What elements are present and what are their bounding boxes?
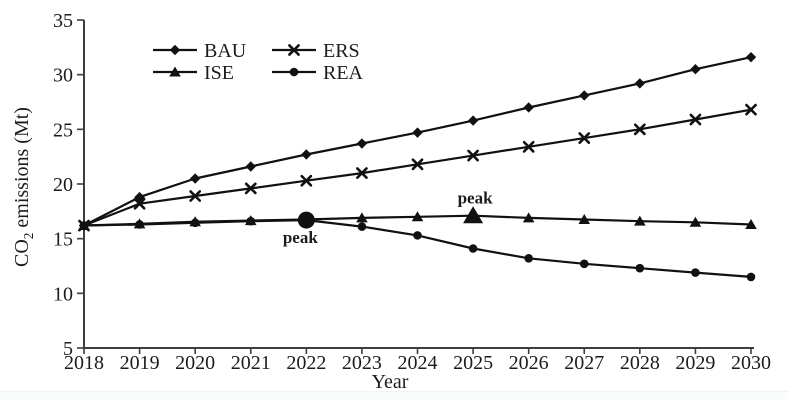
page-bottom-strip (0, 391, 788, 400)
legend-label-ISE: ISE (204, 62, 234, 84)
legend-label-ERS: ERS (323, 40, 360, 62)
annotation-peak-label: peak (458, 189, 494, 208)
y-axis-title-subscript: 2 (21, 232, 36, 240)
y-tick-label: 5 (63, 338, 73, 360)
series-line-REA (83, 219, 752, 278)
legend-item-ISE: ISE (153, 62, 234, 84)
axes (83, 20, 754, 349)
y-tick-label: 35 (53, 10, 73, 32)
y-tick-label: 20 (53, 174, 73, 196)
annotation-peak-REA: peak (283, 211, 319, 247)
x-tick-label: 2019 (120, 352, 160, 374)
x-tick-label: 2021 (231, 352, 271, 374)
x-tick-label: 2028 (620, 352, 660, 374)
y-tick-label: 25 (53, 119, 73, 141)
x-tick-label: 2025 (453, 352, 493, 374)
y-tick-label: 10 (53, 283, 73, 305)
legend-item-BAU: BAU (153, 40, 247, 62)
legend: BAU ERS ISE REA (153, 40, 364, 84)
y-tick-label: 30 (53, 65, 73, 87)
x-tick-label: 2018 (64, 352, 104, 374)
x-tick-label: 2024 (398, 352, 438, 374)
x-tick-label: 2030 (731, 352, 771, 374)
x-tick-label: 2020 (175, 352, 215, 374)
x-axis-ticks: 2018 2019 2020 2021 2022 2023 2024 2025 2026 2027… (64, 348, 771, 374)
series-markers-ISE (78, 210, 757, 231)
x-tick-label: 2026 (509, 352, 549, 374)
series-markers-REA (79, 215, 756, 282)
y-axis-title-suffix: emissions (Mt) (11, 107, 33, 233)
annotation-peak-label: peak (283, 228, 319, 247)
y-axis-ticks: 5 10 15 20 25 30 35 (53, 10, 84, 360)
annotation-peak-ISE: peak (458, 189, 494, 224)
legend-label-BAU: BAU (204, 40, 247, 62)
x-tick-label: 2029 (675, 352, 715, 374)
legend-label-REA: REA (323, 62, 364, 84)
x-tick-label: 2027 (564, 352, 604, 374)
x-axis-title: Year (371, 371, 409, 393)
series-line-ERS (83, 108, 752, 227)
y-axis-title: CO2 emissions (Mt) (11, 87, 37, 287)
x-tick-label: 2023 (342, 352, 382, 374)
series-line-BAU (83, 56, 752, 227)
legend-item-REA: REA (272, 62, 364, 84)
y-tick-label: 15 (53, 229, 73, 251)
legend-item-ERS: ERS (272, 40, 360, 62)
y-axis-title-prefix: CO (11, 239, 33, 267)
x-tick-label: 2022 (286, 352, 326, 374)
